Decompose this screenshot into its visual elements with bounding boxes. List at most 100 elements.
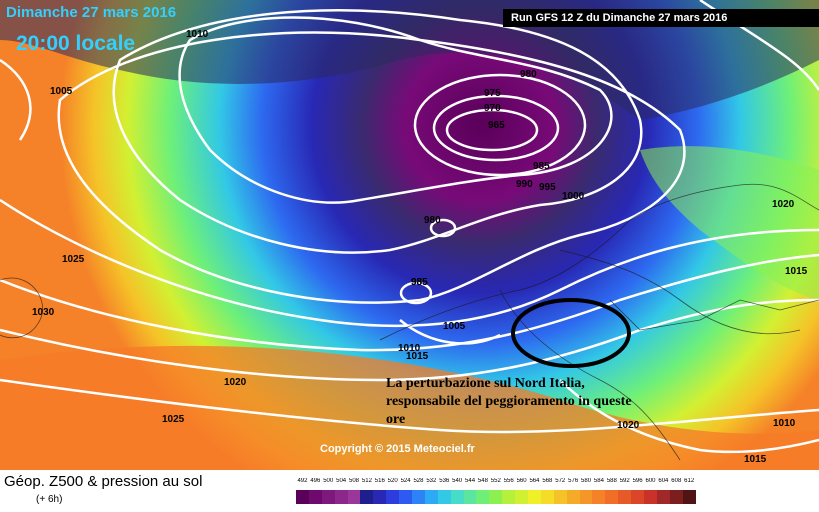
scale-label: 520 xyxy=(387,478,398,484)
isobar-label: 1030 xyxy=(32,307,55,318)
scale-label: 588 xyxy=(606,478,617,484)
scale-swatch xyxy=(566,490,580,504)
scale-label: 600 xyxy=(645,478,656,484)
scale-swatch xyxy=(605,490,619,504)
scale-swatch xyxy=(644,490,657,504)
scale-swatch xyxy=(373,490,387,504)
scale-label: 564 xyxy=(529,478,540,484)
scale-swatch xyxy=(412,490,425,504)
scale-swatch xyxy=(489,490,503,504)
scale-label: 524 xyxy=(400,478,411,484)
scale-swatch xyxy=(631,490,645,504)
isobar-label: 975 xyxy=(484,88,501,99)
scale-swatch xyxy=(540,490,554,504)
scale-swatch xyxy=(592,490,606,504)
isobar-label: 985 xyxy=(411,277,428,288)
legend-title: Géop. Z500 & pression au sol xyxy=(4,473,203,490)
isobar-label: 1000 xyxy=(562,191,585,202)
scale-swatch xyxy=(399,490,413,504)
scale-swatch xyxy=(579,490,593,504)
scale-swatch xyxy=(515,490,529,504)
isobar-label: 965 xyxy=(488,120,505,131)
isobar-label: 985 xyxy=(411,277,428,288)
scale-label: 576 xyxy=(568,478,579,484)
scale-label: 528 xyxy=(413,478,424,484)
scale-label: 504 xyxy=(336,478,347,484)
scale-label: 580 xyxy=(581,478,592,484)
scale-label: 556 xyxy=(503,478,514,484)
scale-swatch xyxy=(360,490,374,504)
scale-label: 572 xyxy=(555,478,566,484)
isobar-label: 1020 xyxy=(224,377,247,388)
scale-swatch xyxy=(618,490,632,504)
isobar-label: 970 xyxy=(484,103,501,114)
scale-label: 496 xyxy=(310,478,321,484)
scale-label: 568 xyxy=(542,478,553,484)
legend-subtitle: (+ 6h) xyxy=(36,494,63,505)
scale-label: 592 xyxy=(619,478,630,484)
isobar-label: 1010 xyxy=(398,343,421,354)
scale-swatch xyxy=(347,490,361,504)
scale-label: 560 xyxy=(516,478,527,484)
scale-swatch xyxy=(386,490,400,504)
scale-label: 536 xyxy=(439,478,450,484)
scale-label: 512 xyxy=(361,478,372,484)
scale-labels: 492 496 500 504 508 512 516 520 524 528 532 536 540 5… xyxy=(296,478,696,489)
isobar-label: 1015 xyxy=(406,351,429,362)
legend-bar: Géop. Z500 & pression au sol (+ 6h) 492 4… xyxy=(0,470,819,512)
scale-swatch xyxy=(437,490,451,504)
highlight-circle xyxy=(511,298,631,368)
scale-label: 552 xyxy=(490,478,501,484)
scale-swatch xyxy=(296,490,309,504)
forecast-date: Dimanche 27 mars 2016 xyxy=(6,4,177,21)
isobar-label: 1010 xyxy=(773,418,796,429)
isobar-label: 1025 xyxy=(162,414,185,425)
isobar-label: 1015 xyxy=(744,454,767,465)
scale-swatch xyxy=(656,490,670,504)
scale-label: 584 xyxy=(593,478,604,484)
isobar-label: 1010 xyxy=(186,29,209,40)
scale-swatch xyxy=(321,490,335,504)
scale-label: 604 xyxy=(658,478,669,484)
scale-label: 596 xyxy=(632,478,643,484)
scale-swatch xyxy=(669,490,683,504)
isobar-label: 1015 xyxy=(785,266,808,277)
weather-map: 1010 1005 985 975 970 965 980 985 990 99… xyxy=(0,0,819,470)
scale-label: 516 xyxy=(374,478,385,484)
scale-swatches xyxy=(296,490,696,504)
run-info: Run GFS 12 Z du Dimanche 27 mars 2016 xyxy=(503,9,819,27)
scale-label: 548 xyxy=(477,478,488,484)
scale-swatch xyxy=(424,490,438,504)
scale-label: 508 xyxy=(349,478,360,484)
scale-label: 492 xyxy=(297,478,308,484)
color-scale: 492 496 500 504 508 512 516 520 524 528 532 536 540 5… xyxy=(296,478,696,508)
scale-swatch xyxy=(502,490,516,504)
scale-label: 544 xyxy=(465,478,476,484)
isobar-label: 980 xyxy=(520,69,537,80)
isobar-label: 1025 xyxy=(62,254,85,265)
scale-swatch xyxy=(334,490,348,504)
scale-label: 532 xyxy=(426,478,437,484)
isobar-label: 995 xyxy=(539,182,556,193)
isobar-label: 1005 xyxy=(50,86,73,97)
copyright: Copyright © 2015 Meteociel.fr xyxy=(320,443,475,455)
scale-swatch xyxy=(682,490,696,504)
scale-swatch xyxy=(463,490,477,504)
scale-swatch xyxy=(528,490,541,504)
annotation-text: La perturbazione sul Nord Italia, respon… xyxy=(386,376,632,427)
scale-label: 540 xyxy=(452,478,463,484)
isobar-label: 1020 xyxy=(617,420,640,431)
scale-label: 612 xyxy=(684,478,695,484)
isobar-label: 980 xyxy=(424,215,441,226)
scale-label: 500 xyxy=(323,478,334,484)
scale-swatch xyxy=(553,490,567,504)
isobar-label: 1020 xyxy=(772,199,795,210)
isobar-label: 985 xyxy=(533,161,550,172)
isobar-labels: 1010 1005 985 975 970 965 980 985 990 99… xyxy=(32,29,808,465)
scale-label: 608 xyxy=(671,478,682,484)
forecast-time: 20:00 locale xyxy=(16,32,136,55)
isobar-label: 1005 xyxy=(443,321,466,332)
scale-swatch xyxy=(308,490,322,504)
scale-swatch xyxy=(476,490,490,504)
scale-swatch xyxy=(450,490,464,504)
